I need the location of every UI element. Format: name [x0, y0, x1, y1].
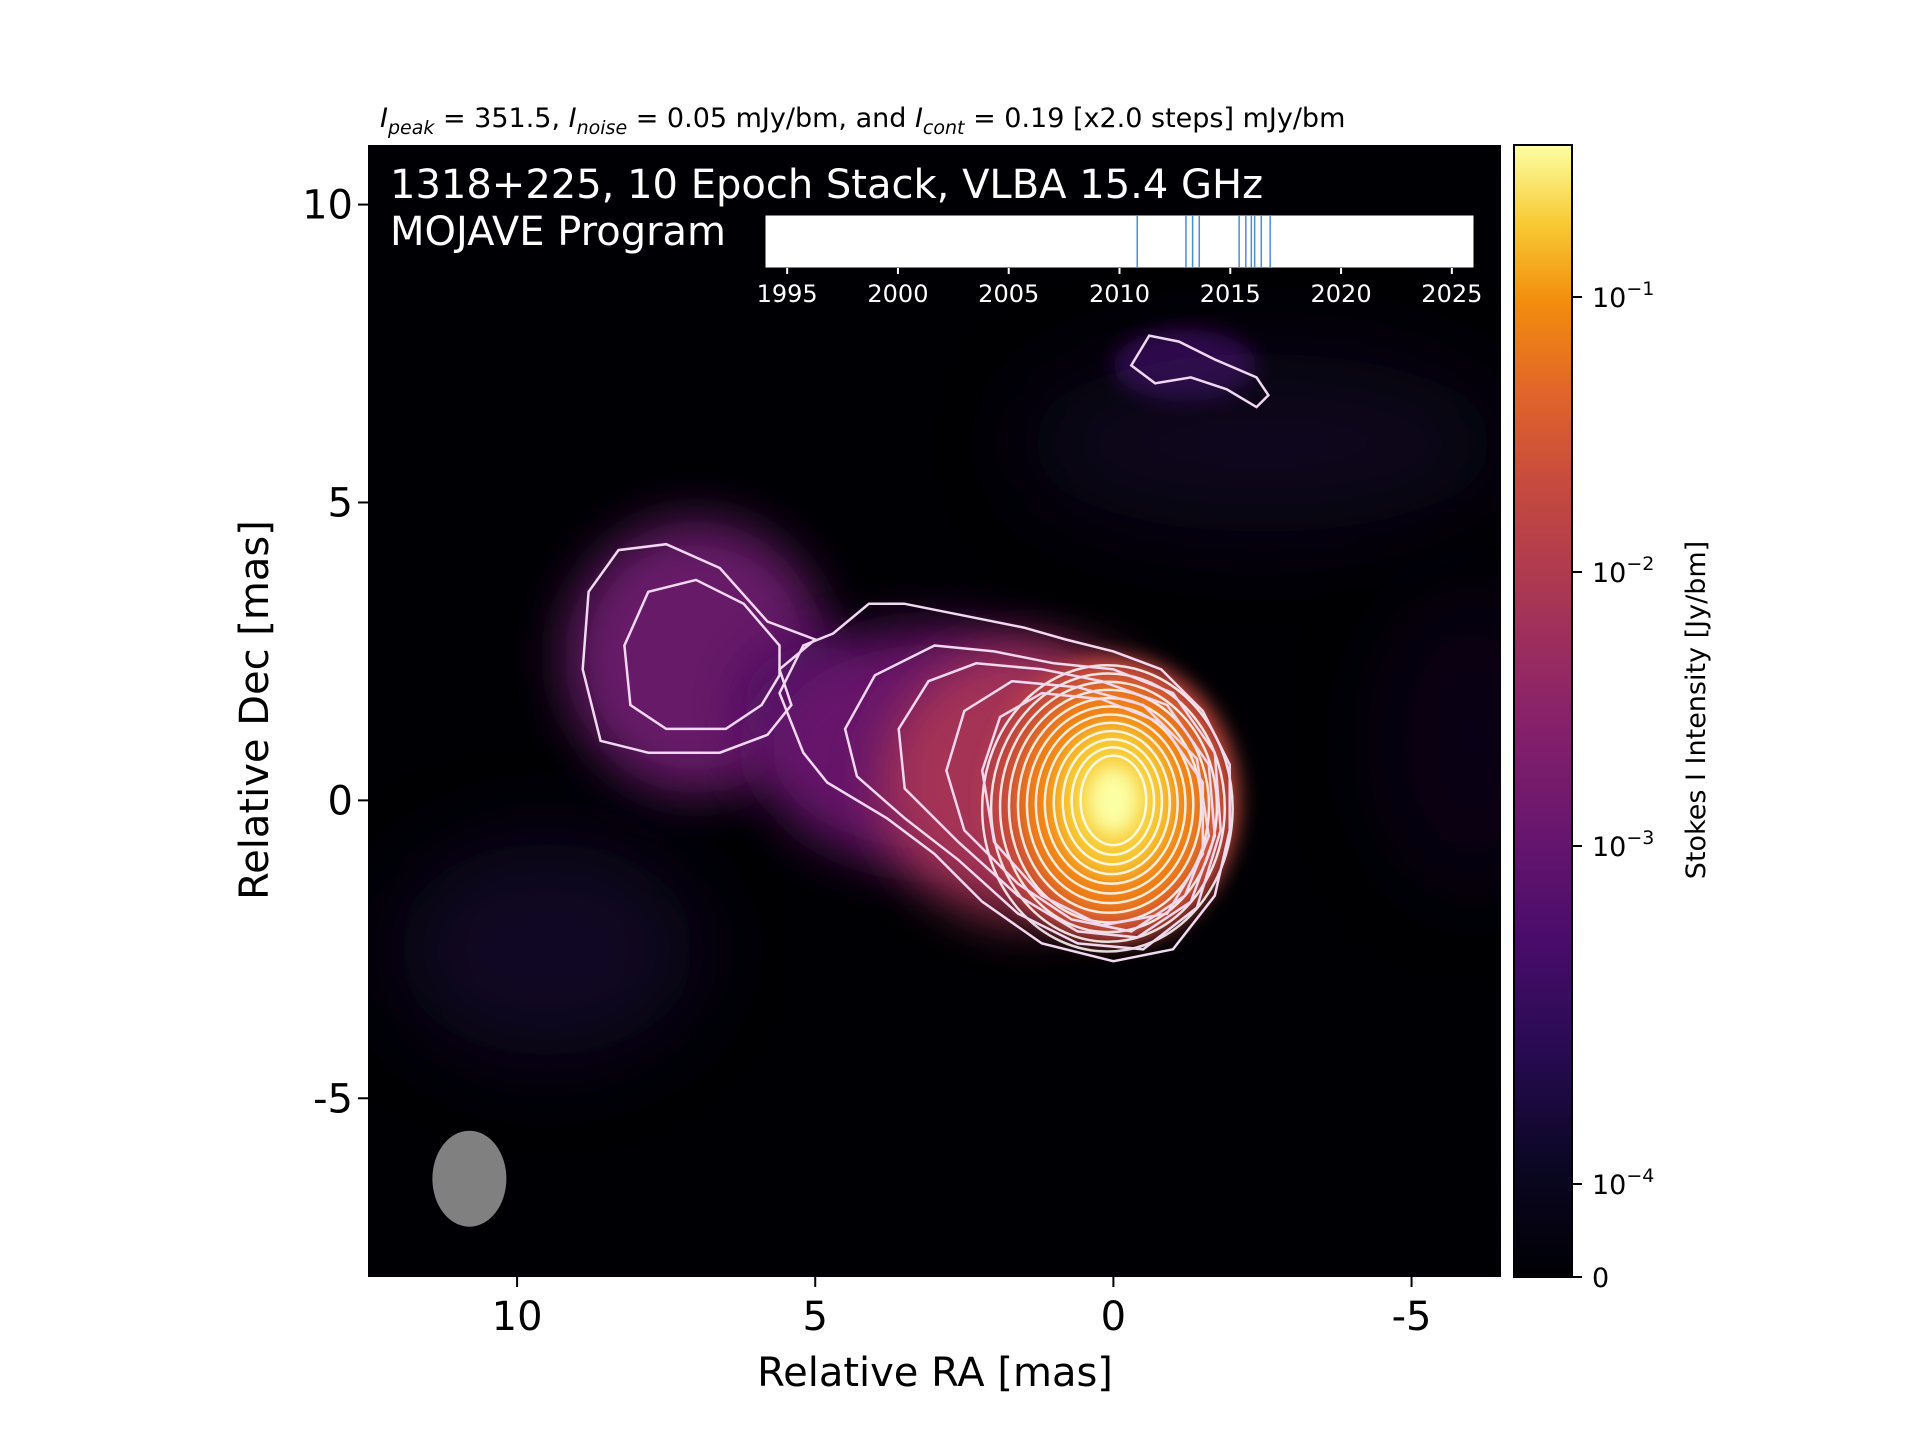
x-axis: 10 5 0 -5 [492, 1277, 1432, 1340]
x-tick-label: 5 [803, 1294, 828, 1340]
contour-line [778, 602, 1231, 963]
colorbar: 10−1 10−2 10−3 10−4 0 Stokes I Intensity [Jy… [1513, 144, 1712, 1294]
contour-line [1079, 754, 1148, 847]
timeline-tick-label: 2010 [1089, 280, 1150, 308]
program-label: MOJAVE Program [390, 209, 726, 255]
contour-lines [581, 334, 1271, 963]
beam-ellipse [432, 1130, 507, 1227]
y-axis: 10 5 0 -5 [302, 183, 368, 1122]
colorbar-label: Stokes I Intensity [Jy/bm] [1681, 541, 1712, 879]
timeline-tick-label: 1995 [757, 280, 818, 308]
y-tick-label: 0 [328, 778, 353, 824]
colorbar-tick-label: 10−2 [1592, 553, 1654, 589]
x-tick-label: -5 [1392, 1294, 1432, 1340]
intensity-blob [397, 841, 696, 1057]
colorbar-tick-label: 10−3 [1592, 827, 1654, 863]
colorbar-tick-label: 10−1 [1592, 278, 1654, 314]
colorbar-tick-label: 0 [1592, 1263, 1609, 1294]
timeline-tick-label: 2020 [1311, 280, 1372, 308]
contour-line [843, 644, 1222, 951]
contour-line [897, 662, 1217, 939]
intensity-blob [1381, 591, 1501, 890]
epoch-timeline: 1995 2000 2005 2010 2015 2020 2025 [757, 214, 1482, 308]
timeline-tick-label: 2025 [1421, 280, 1482, 308]
plot-area: 1318+225, 10 Epoch Stack, VLBA 15.4 GHz … [368, 145, 1501, 1277]
x-axis-label: Relative RA [mas] [757, 1350, 1113, 1396]
x-tick-label: 0 [1101, 1294, 1126, 1340]
contour-line [989, 672, 1227, 944]
contour-line [1025, 705, 1195, 905]
source-label: 1318+225, 10 Epoch Stack, VLBA 15.4 GHz [390, 162, 1263, 208]
intensity-blob [1086, 764, 1141, 837]
contour-line [581, 542, 818, 754]
contour-line [980, 664, 1234, 953]
y-tick-label: -5 [313, 1076, 353, 1122]
timeline-tick-label: 2015 [1200, 280, 1261, 308]
contour-line [998, 680, 1219, 934]
timeline-tick-label: 2000 [867, 280, 928, 308]
contour-line [1129, 334, 1271, 409]
timeline-box [764, 214, 1475, 269]
contour-line [1016, 696, 1203, 915]
contour-line [945, 679, 1211, 933]
colorbar-gradient [1513, 144, 1573, 1278]
intensity-blob [1023, 353, 1501, 533]
y-tick-label: 10 [302, 183, 353, 229]
contour-line [1034, 713, 1187, 895]
contour-line [1061, 737, 1164, 866]
y-axis-label: Relative Dec [mas] [232, 520, 278, 900]
contour-line [1007, 688, 1211, 924]
colorbar-tick-label: 10−4 [1592, 1165, 1654, 1201]
contour-line [623, 578, 781, 731]
y-tick-label: 5 [328, 480, 353, 526]
chart-title: Ipeak = 351.5, Inoise = 0.05 mJy/bm, and… [380, 103, 1345, 139]
contour-line [1052, 729, 1172, 876]
contour-line [1043, 721, 1179, 886]
contour-line [1070, 746, 1156, 857]
x-tick-label: 10 [492, 1294, 543, 1340]
contour-line [980, 691, 1205, 927]
timeline-tick-label: 2005 [978, 280, 1039, 308]
